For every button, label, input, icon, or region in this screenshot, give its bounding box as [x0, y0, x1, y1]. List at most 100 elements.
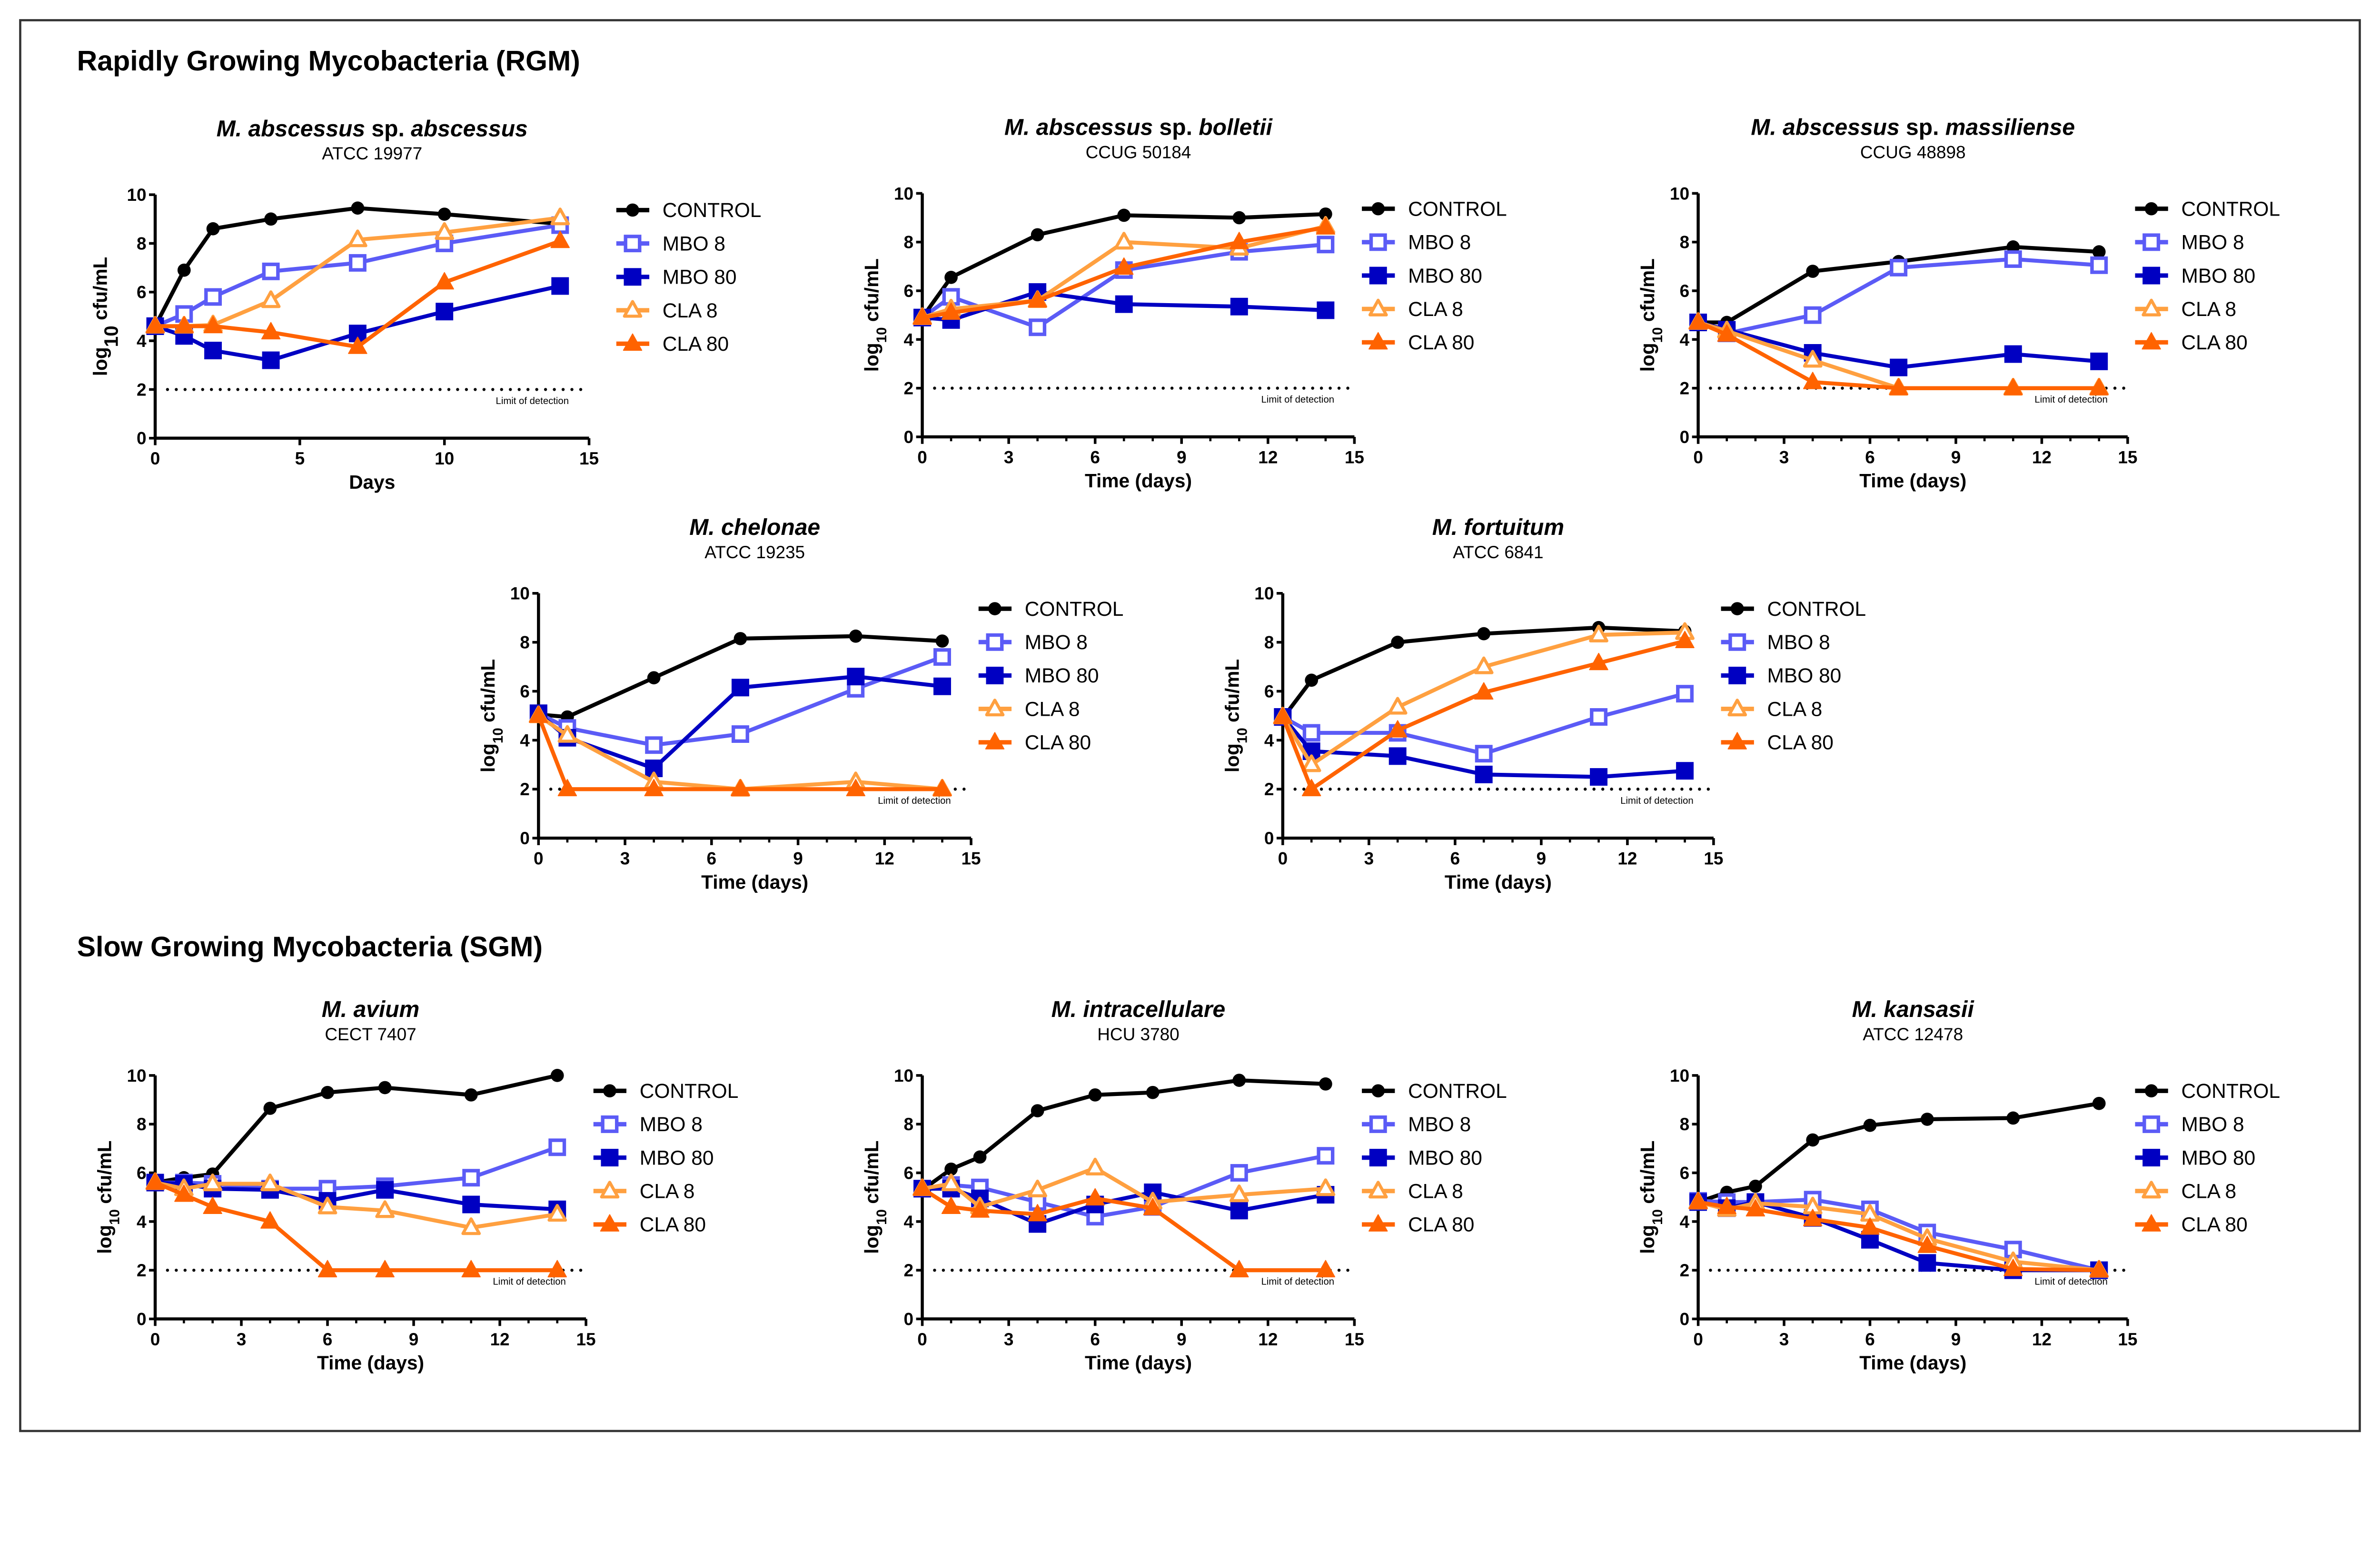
legend-label: CLA 8 — [2181, 1181, 2236, 1203]
y-axis-label-log: log — [1221, 743, 1243, 772]
legend-item: CLA 8 — [616, 300, 717, 322]
legend-item: CONTROL — [1721, 598, 1866, 621]
data-point — [262, 351, 280, 369]
legend-label: MBO 8 — [663, 233, 725, 255]
legend-label: CLA 8 — [1408, 298, 1463, 321]
chart-panel: M. abscessus sp. abscessus ATCC 19977 Limi… — [89, 116, 761, 493]
y-axis-label: log10 cfu/mL — [861, 258, 890, 372]
data-point — [203, 316, 223, 334]
data-point — [1920, 1113, 1934, 1126]
y-axis-label: log10 cfu/mL — [1636, 1141, 1666, 1254]
y-tick-label: 4 — [520, 730, 530, 750]
y-axis-label-unit: cfu/mL — [477, 659, 499, 728]
data-point — [1316, 1178, 1336, 1196]
data-point — [1317, 236, 1335, 254]
data-point — [1301, 754, 1321, 772]
chart-panel: M. avium CECT 7407 Limit of detection 0 2 4 6 8… — [94, 997, 739, 1374]
data-point — [1717, 1196, 1736, 1214]
data-point — [557, 725, 577, 743]
legend-marker — [1368, 1181, 1388, 1199]
data-point — [1590, 768, 1608, 786]
data-point — [550, 1069, 564, 1082]
y-axis-label-unit: cfu/mL — [1636, 258, 1658, 327]
x-tick-label: 15 — [1345, 1330, 1364, 1349]
chart-title: M. avium — [322, 997, 419, 1022]
data-point — [435, 222, 455, 240]
data-point — [846, 779, 865, 797]
data-point — [1029, 318, 1047, 336]
limit-of-detection-label: Limit of detection — [2034, 1277, 2107, 1287]
legend-item: CLA 8 — [2135, 298, 2236, 321]
chart-subtitle: CCUG 48898 — [1860, 142, 1966, 162]
y-tick-label: 6 — [1680, 281, 1690, 301]
legend-item: CLA 8 — [2135, 1181, 2236, 1203]
legend-label: MBO 80 — [2181, 265, 2255, 287]
data-point — [1317, 1147, 1335, 1165]
legend-label: MBO 8 — [2181, 232, 2244, 254]
data-point — [1317, 301, 1335, 319]
y-tick-label: 0 — [1680, 1309, 1690, 1329]
series-cla-80 — [145, 230, 570, 354]
limit-of-detection-label: Limit of detection — [878, 796, 951, 806]
data-point — [2090, 352, 2108, 370]
y-tick-label: 2 — [904, 1261, 914, 1280]
data-point — [262, 262, 280, 280]
data-point — [2092, 1096, 2106, 1110]
y-tick-label: 8 — [1680, 233, 1690, 252]
x-axis-label: Time (days) — [1859, 470, 1966, 492]
y-tick-label: 4 — [1680, 330, 1690, 349]
data-point — [1031, 228, 1044, 242]
data-point — [645, 736, 663, 754]
y-tick-label: 0 — [904, 427, 914, 447]
x-tick-label: 6 — [707, 849, 717, 868]
y-axis-label-unit: cfu/mL — [89, 257, 111, 326]
data-point — [1477, 627, 1491, 641]
chart-subtitle: CCUG 50184 — [1086, 142, 1191, 162]
chart-title-italic: M. abscessus — [1004, 115, 1153, 140]
data-point — [1388, 747, 1407, 765]
y-axis-label-log: log — [477, 743, 499, 772]
legend-item: MBO 80 — [1721, 665, 1841, 687]
data-point — [547, 1260, 567, 1278]
data-point — [1475, 745, 1493, 763]
limit-of-detection-label: Limit of detection — [1261, 1277, 1334, 1287]
legend-marker — [623, 300, 643, 318]
chart-title-sp: sp. — [1900, 115, 1945, 140]
data-point — [1803, 350, 1823, 368]
y-tick-label: 10 — [1254, 584, 1274, 603]
data-point — [206, 222, 220, 236]
legend-label: CLA 8 — [2181, 298, 2236, 321]
chart-title: M. intracellulare — [1051, 997, 1226, 1022]
data-point — [932, 779, 952, 797]
y-axis-label-subscript: 10 — [107, 1209, 122, 1225]
legend-marker — [2142, 1214, 2161, 1232]
data-point — [550, 207, 570, 226]
data-point — [1230, 297, 1248, 316]
legend-marker — [1727, 732, 1747, 750]
x-tick-label: 0 — [534, 849, 544, 868]
legend-marker — [2142, 233, 2161, 251]
y-tick-label: 6 — [1264, 681, 1274, 701]
legend-label: CLA 80 — [1408, 1214, 1474, 1236]
legend-item: CLA 80 — [2135, 332, 2248, 354]
data-point — [261, 322, 281, 340]
chart-panels: M. abscessus sp. abscessus ATCC 19977 Limi… — [89, 115, 2280, 1374]
data-point — [1319, 1077, 1332, 1091]
legend-item: MBO 80 — [593, 1147, 714, 1169]
legend-label: MBO 80 — [1408, 265, 1482, 287]
data-point — [1589, 624, 1608, 642]
chart-title: M. abscessus sp. abscessus — [217, 116, 528, 141]
x-tick-label: 6 — [1865, 1330, 1875, 1349]
data-point — [1230, 232, 1249, 249]
data-point — [1230, 1202, 1248, 1220]
data-point — [1676, 685, 1694, 703]
data-point — [1474, 682, 1494, 700]
x-tick-label: 15 — [1345, 447, 1364, 467]
y-tick-label: 2 — [520, 780, 530, 799]
legend-marker — [1728, 633, 1746, 651]
y-tick-label: 8 — [137, 1115, 147, 1134]
legend-marker — [626, 203, 639, 217]
y-tick-label: 2 — [137, 380, 147, 399]
data-point — [944, 271, 958, 284]
y-axis-label-log: log — [89, 347, 111, 376]
